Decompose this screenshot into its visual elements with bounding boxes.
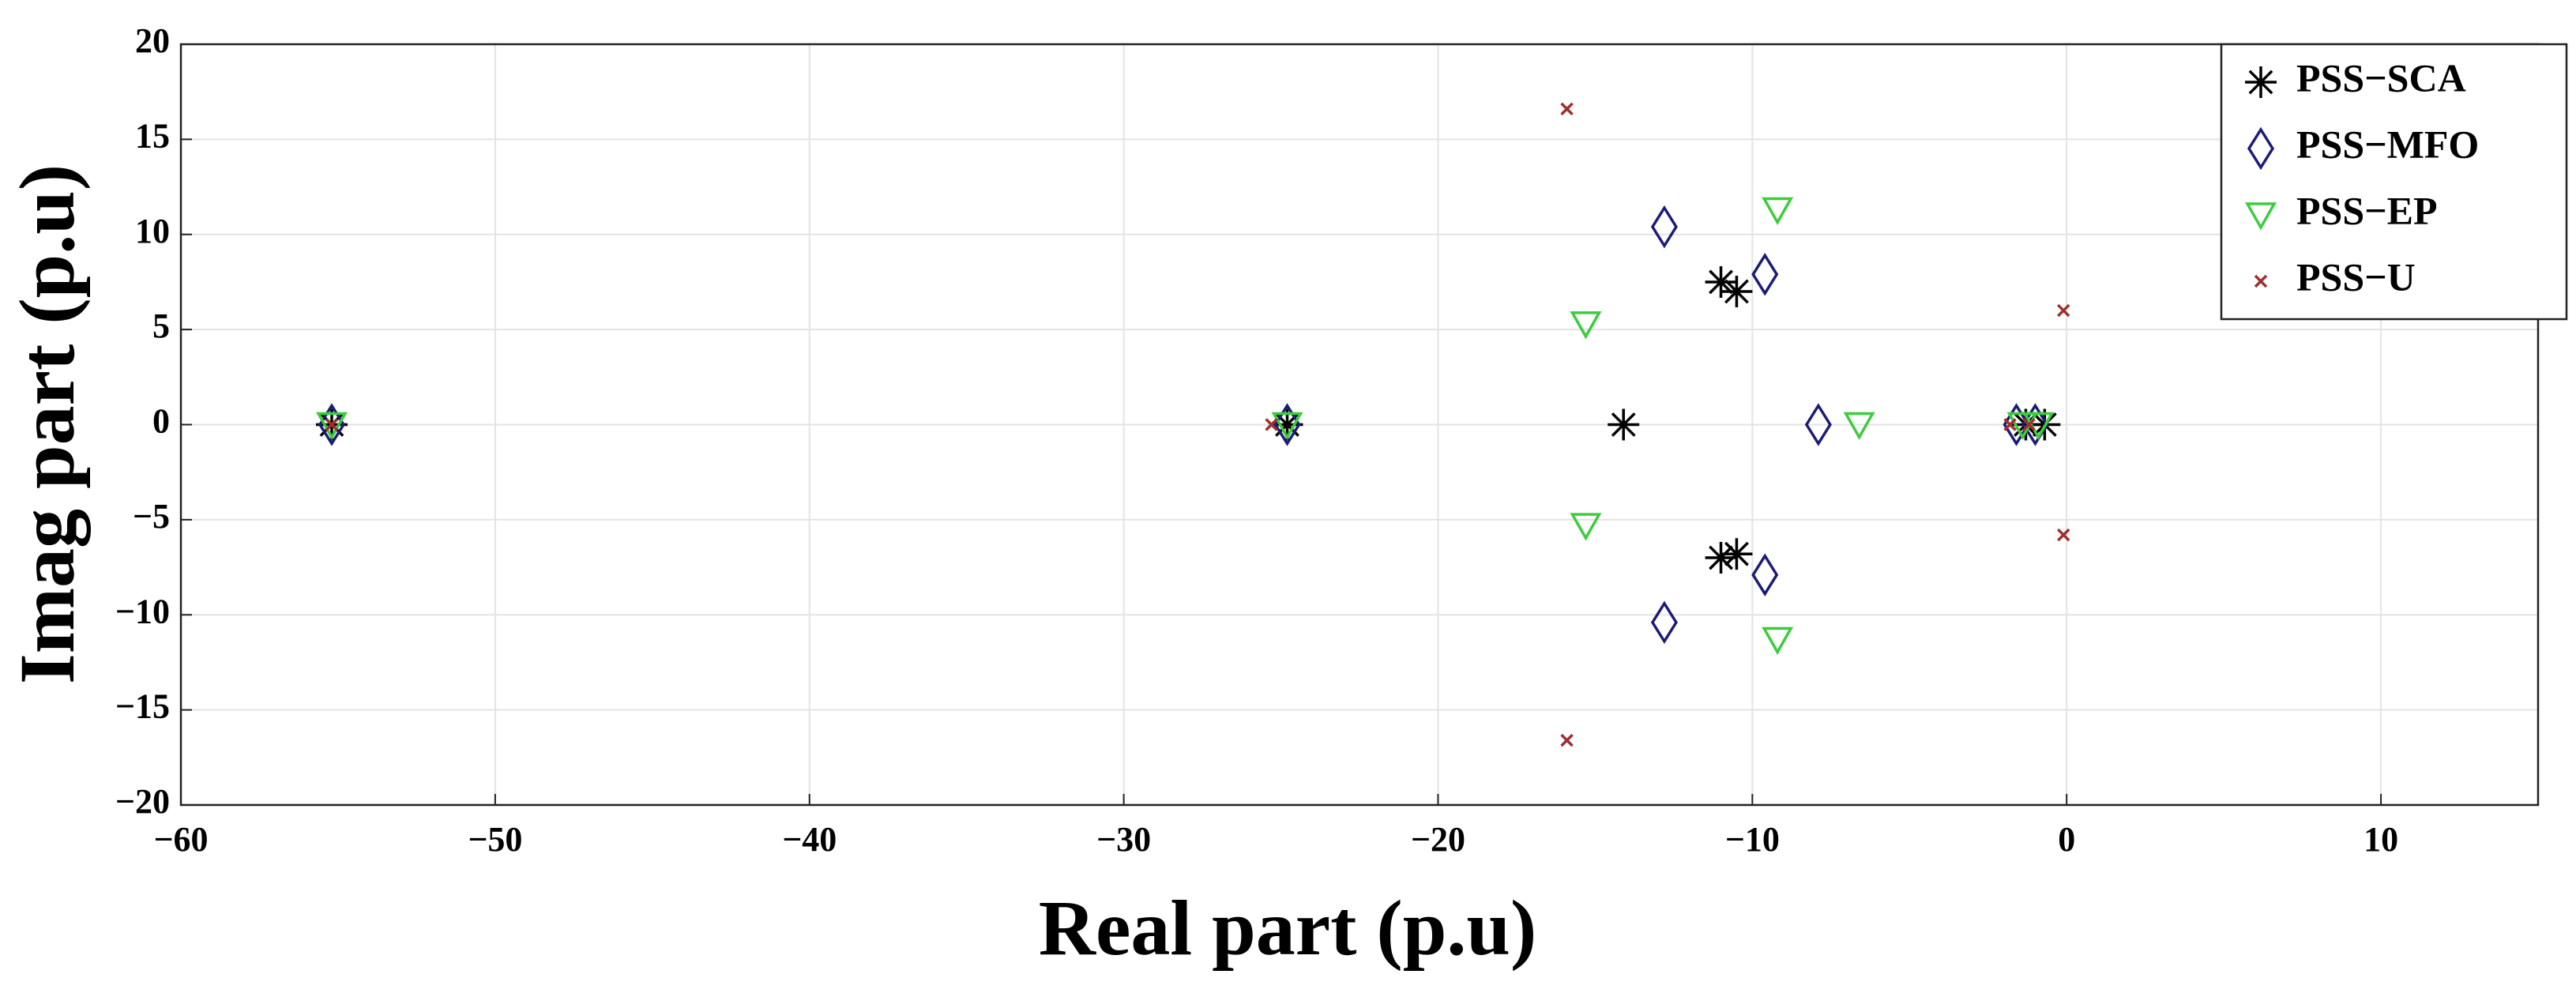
- point: [1762, 626, 1794, 656]
- y-tick-label: 0: [152, 402, 170, 441]
- point: [1560, 102, 1574, 116]
- plot-frame: [179, 43, 2540, 807]
- y-tick-label: 15: [135, 116, 170, 155]
- point: [1273, 403, 1301, 446]
- y-tick-label: 5: [152, 307, 170, 345]
- point: [1650, 600, 1678, 645]
- x-tick-label: −50: [468, 820, 522, 859]
- point: [2056, 303, 2070, 318]
- legend-marker: [2244, 202, 2277, 231]
- point: [1608, 408, 1640, 441]
- point: [1751, 253, 1779, 296]
- y-tick-label: −10: [115, 592, 170, 630]
- point: [1271, 408, 1303, 441]
- legend-marker: [2245, 66, 2277, 98]
- y-tick-label: −20: [115, 782, 170, 821]
- point: [1570, 513, 1602, 541]
- point: [1705, 542, 1737, 574]
- legend-label: PSS−EP: [2296, 188, 2438, 232]
- y-tick-label: 20: [135, 21, 170, 60]
- y-tick-label: 10: [135, 212, 170, 250]
- x-tick-label: 0: [2058, 820, 2075, 859]
- y-axis-label: Imag part (p.u): [3, 164, 91, 684]
- point: [1570, 311, 1602, 340]
- legend-marker: [2254, 274, 2268, 288]
- x-tick-label: −10: [1725, 820, 1780, 859]
- legend-label: PSS−SCA: [2296, 55, 2466, 100]
- point: [2022, 418, 2036, 431]
- point: [1804, 403, 1832, 446]
- point: [2010, 408, 2042, 441]
- x-tick-label: −40: [782, 820, 837, 859]
- point: [1720, 275, 1753, 307]
- x-axis-label: Real part (p.u): [1039, 884, 1537, 972]
- point: [1265, 418, 1278, 431]
- point: [1720, 538, 1753, 570]
- y-tick-label: −5: [133, 497, 170, 536]
- legend-marker: [2247, 126, 2275, 171]
- point: [318, 403, 346, 446]
- point: [1762, 197, 1794, 226]
- point: [1650, 205, 1678, 249]
- point: [1843, 412, 1875, 441]
- point: [1751, 553, 1779, 596]
- point: [2003, 418, 2017, 431]
- x-tick-label: −30: [1096, 820, 1151, 859]
- point: [325, 418, 339, 431]
- x-tick-label: −20: [1411, 820, 1465, 859]
- point: [315, 412, 348, 441]
- point: [1560, 733, 1574, 747]
- x-tick-label: 10: [2364, 820, 2398, 859]
- x-tick-label: −60: [153, 820, 208, 859]
- point: [2056, 528, 2070, 542]
- legend-box: [2220, 43, 2568, 321]
- point: [1705, 265, 1737, 298]
- legend-label: PSS−U: [2296, 254, 2416, 299]
- legend-label: PSS−MFO: [2296, 122, 2479, 166]
- point: [1271, 412, 1303, 441]
- y-tick-label: −15: [115, 687, 170, 726]
